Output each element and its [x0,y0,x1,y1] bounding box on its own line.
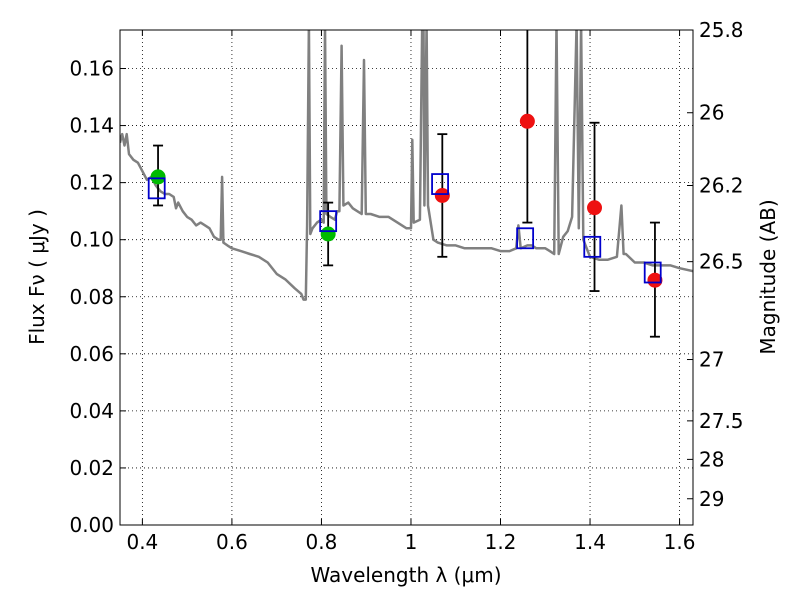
x-tick-label: 1 [405,530,418,554]
y-right-tick-label: 25.8 [699,18,744,42]
data-marks [147,30,663,338]
y-right-tick-label: 26.5 [699,250,744,274]
y-tick-label: 0.08 [69,285,114,309]
y-tick-label: 0.02 [69,456,114,480]
red-data-point [519,113,535,129]
y-axis-right-title: Magnitude (AB) [756,199,780,354]
model-box [147,177,166,200]
y-right-tick-label: 29 [699,487,724,511]
ticks: 0.4 0.6 0.8 1 1.2 1.4 1.6 0.00 0.02 0.04 0.06 0.08 0… [69,18,743,554]
red-data-point [434,187,450,203]
y-right-tick-label: 28 [699,447,724,471]
x-tick-label: 0.6 [216,530,248,554]
y-right-tick-label: 27.5 [699,409,744,433]
y-tick-label: 0.04 [69,399,114,423]
y-tick-label: 0.14 [69,114,114,138]
y-tick-label: 0.10 [69,228,114,252]
y-tick-label: 0.16 [69,57,114,81]
spectrum-line [120,30,693,301]
model-box [516,227,535,250]
y-right-tick-label: 26.2 [699,173,744,197]
y-tick-label: 0.00 [69,513,114,537]
y-tick-label: 0.06 [69,342,114,366]
green-data-point [150,169,166,185]
plot-frame [119,29,694,526]
x-tick-label: 1.4 [574,530,606,554]
y-tick-label: 0.12 [69,171,114,195]
x-tick-label: 0.4 [126,530,158,554]
model-box [583,235,602,258]
model-box [643,261,662,284]
green-data-point [320,226,336,242]
y-right-tick-label: 26 [699,101,724,125]
x-tick-label: 0.8 [306,530,338,554]
x-axis-title: Wavelength λ (μm) [310,563,501,587]
grid [120,30,693,526]
model-box [431,173,449,195]
red-data-point [587,200,603,216]
x-tick-label: 1.6 [664,530,696,554]
x-tick-label: 1.2 [485,530,517,554]
spectrum [120,30,693,301]
y-right-tick-label: 27 [699,348,724,372]
y-axis-title: Flux Fν ( μJy ) [25,209,49,345]
model-box [319,210,338,233]
red-data-point [647,272,663,288]
